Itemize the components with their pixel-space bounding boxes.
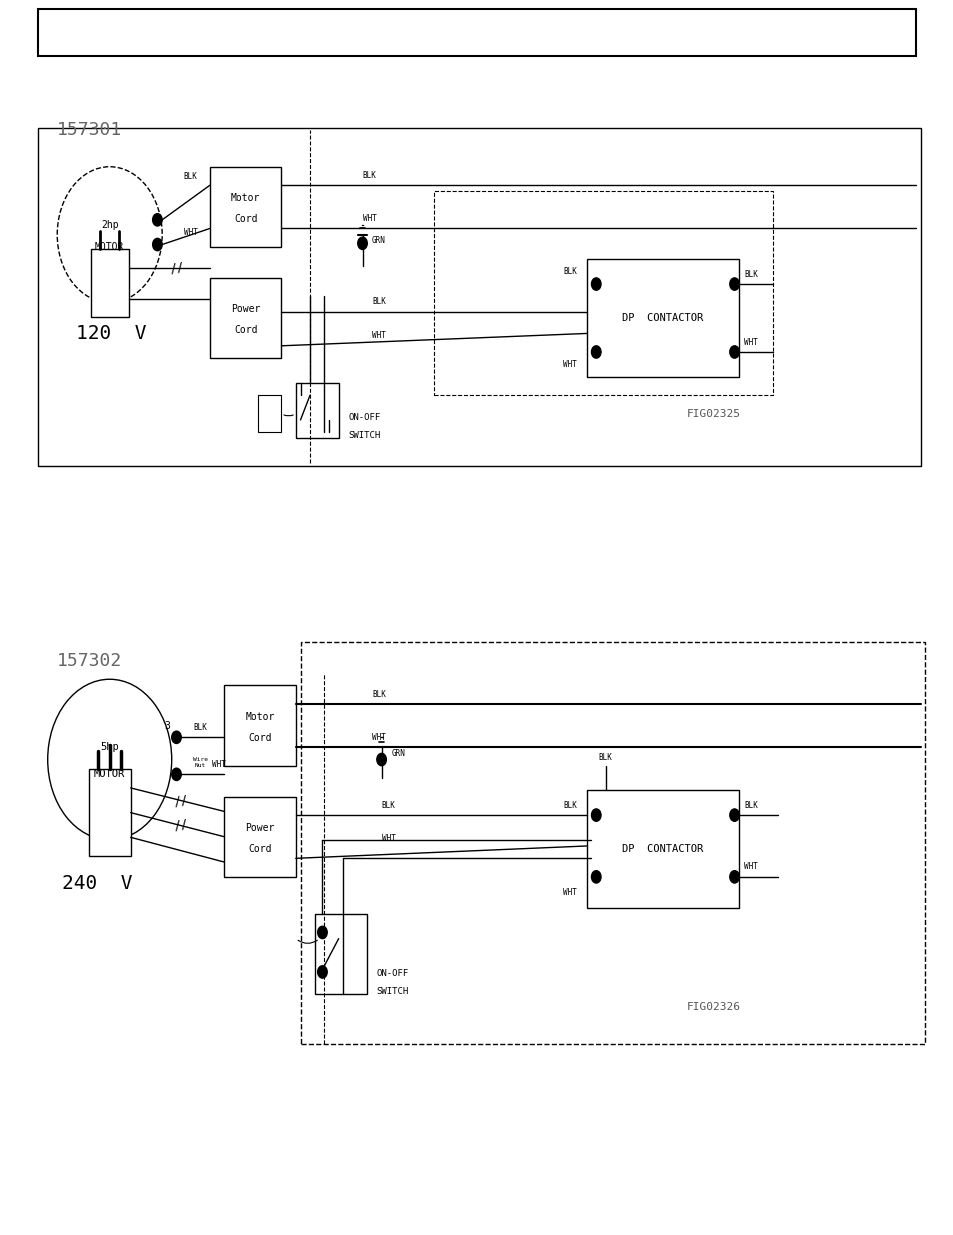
Text: //: //: [168, 261, 185, 275]
Text: //: //: [172, 818, 190, 832]
Circle shape: [357, 237, 367, 249]
Circle shape: [591, 346, 600, 358]
Bar: [210, 278, 281, 358]
Text: 3: 3: [164, 721, 170, 731]
Text: ON-OFF: ON-OFF: [348, 412, 380, 422]
Text: 5hp: 5hp: [100, 742, 119, 752]
Text: BLK: BLK: [743, 800, 758, 810]
Text: DP  CONTACTOR: DP CONTACTOR: [621, 844, 703, 855]
Text: BLK: BLK: [184, 172, 197, 182]
Text: 240  V: 240 V: [62, 873, 132, 893]
Text: SWITCH: SWITCH: [376, 987, 409, 997]
Text: BLK: BLK: [372, 689, 386, 699]
Circle shape: [376, 753, 386, 766]
Circle shape: [172, 731, 181, 743]
Bar: [91, 249, 129, 317]
Circle shape: [317, 966, 327, 978]
Text: Cord: Cord: [233, 214, 257, 225]
Bar: [224, 797, 295, 877]
Text: 157302: 157302: [57, 652, 122, 669]
Circle shape: [152, 238, 162, 251]
Circle shape: [729, 346, 739, 358]
Text: BLK: BLK: [381, 800, 395, 810]
Bar: [300, 642, 924, 1044]
Circle shape: [172, 768, 181, 781]
Text: WHT: WHT: [743, 862, 758, 872]
Text: GRN: GRN: [391, 748, 405, 758]
Text: Motor: Motor: [245, 711, 274, 722]
Text: ON-OFF: ON-OFF: [376, 968, 409, 978]
Bar: [210, 167, 281, 247]
Text: Power: Power: [245, 823, 274, 834]
Circle shape: [591, 809, 600, 821]
Text: BLK: BLK: [372, 298, 386, 306]
Text: 157301: 157301: [57, 121, 122, 138]
Circle shape: [729, 871, 739, 883]
Circle shape: [729, 278, 739, 290]
Text: Cord: Cord: [233, 325, 257, 336]
Text: BLK: BLK: [362, 170, 376, 180]
Text: WHT: WHT: [362, 214, 376, 224]
Text: 120  V: 120 V: [76, 324, 147, 343]
Text: WHT: WHT: [184, 227, 197, 237]
Text: WHT: WHT: [743, 337, 758, 347]
Bar: [314, 914, 367, 994]
Text: Power: Power: [231, 304, 260, 315]
Bar: [434, 191, 772, 395]
Text: BLK: BLK: [598, 752, 612, 762]
Text: BLK: BLK: [193, 722, 207, 732]
Bar: [586, 259, 739, 377]
Text: WHT: WHT: [372, 331, 386, 341]
Circle shape: [591, 871, 600, 883]
Bar: [295, 383, 338, 438]
Text: DP  CONTACTOR: DP CONTACTOR: [621, 312, 703, 324]
Text: //: //: [172, 793, 190, 808]
Bar: [89, 769, 131, 856]
Text: WHT: WHT: [381, 834, 395, 844]
Text: WHT: WHT: [372, 732, 386, 742]
Text: MOTOR: MOTOR: [95, 242, 124, 252]
Text: Cord: Cord: [248, 844, 272, 855]
Bar: [257, 395, 281, 432]
Text: FIG02325: FIG02325: [686, 409, 740, 419]
Bar: [38, 128, 920, 466]
Text: Wire
Nut: Wire Nut: [193, 757, 208, 768]
Text: WHT: WHT: [562, 888, 577, 898]
Text: BLK: BLK: [562, 800, 577, 810]
Text: WHT: WHT: [562, 359, 577, 369]
Text: FIG02326: FIG02326: [686, 1002, 740, 1011]
Text: Motor: Motor: [231, 193, 260, 204]
Text: WHT: WHT: [213, 760, 226, 769]
Text: MOTOR: MOTOR: [94, 769, 125, 779]
Circle shape: [729, 809, 739, 821]
Text: Cord: Cord: [248, 732, 272, 743]
Text: SWITCH: SWITCH: [348, 431, 380, 441]
Circle shape: [317, 926, 327, 939]
Bar: [38, 9, 915, 56]
Text: BLK: BLK: [562, 267, 577, 277]
Text: GRN: GRN: [372, 236, 386, 246]
Text: BLK: BLK: [743, 269, 758, 279]
Bar: [586, 790, 739, 908]
Circle shape: [591, 278, 600, 290]
Circle shape: [152, 214, 162, 226]
Bar: [224, 685, 295, 766]
Text: 2hp: 2hp: [101, 220, 118, 230]
